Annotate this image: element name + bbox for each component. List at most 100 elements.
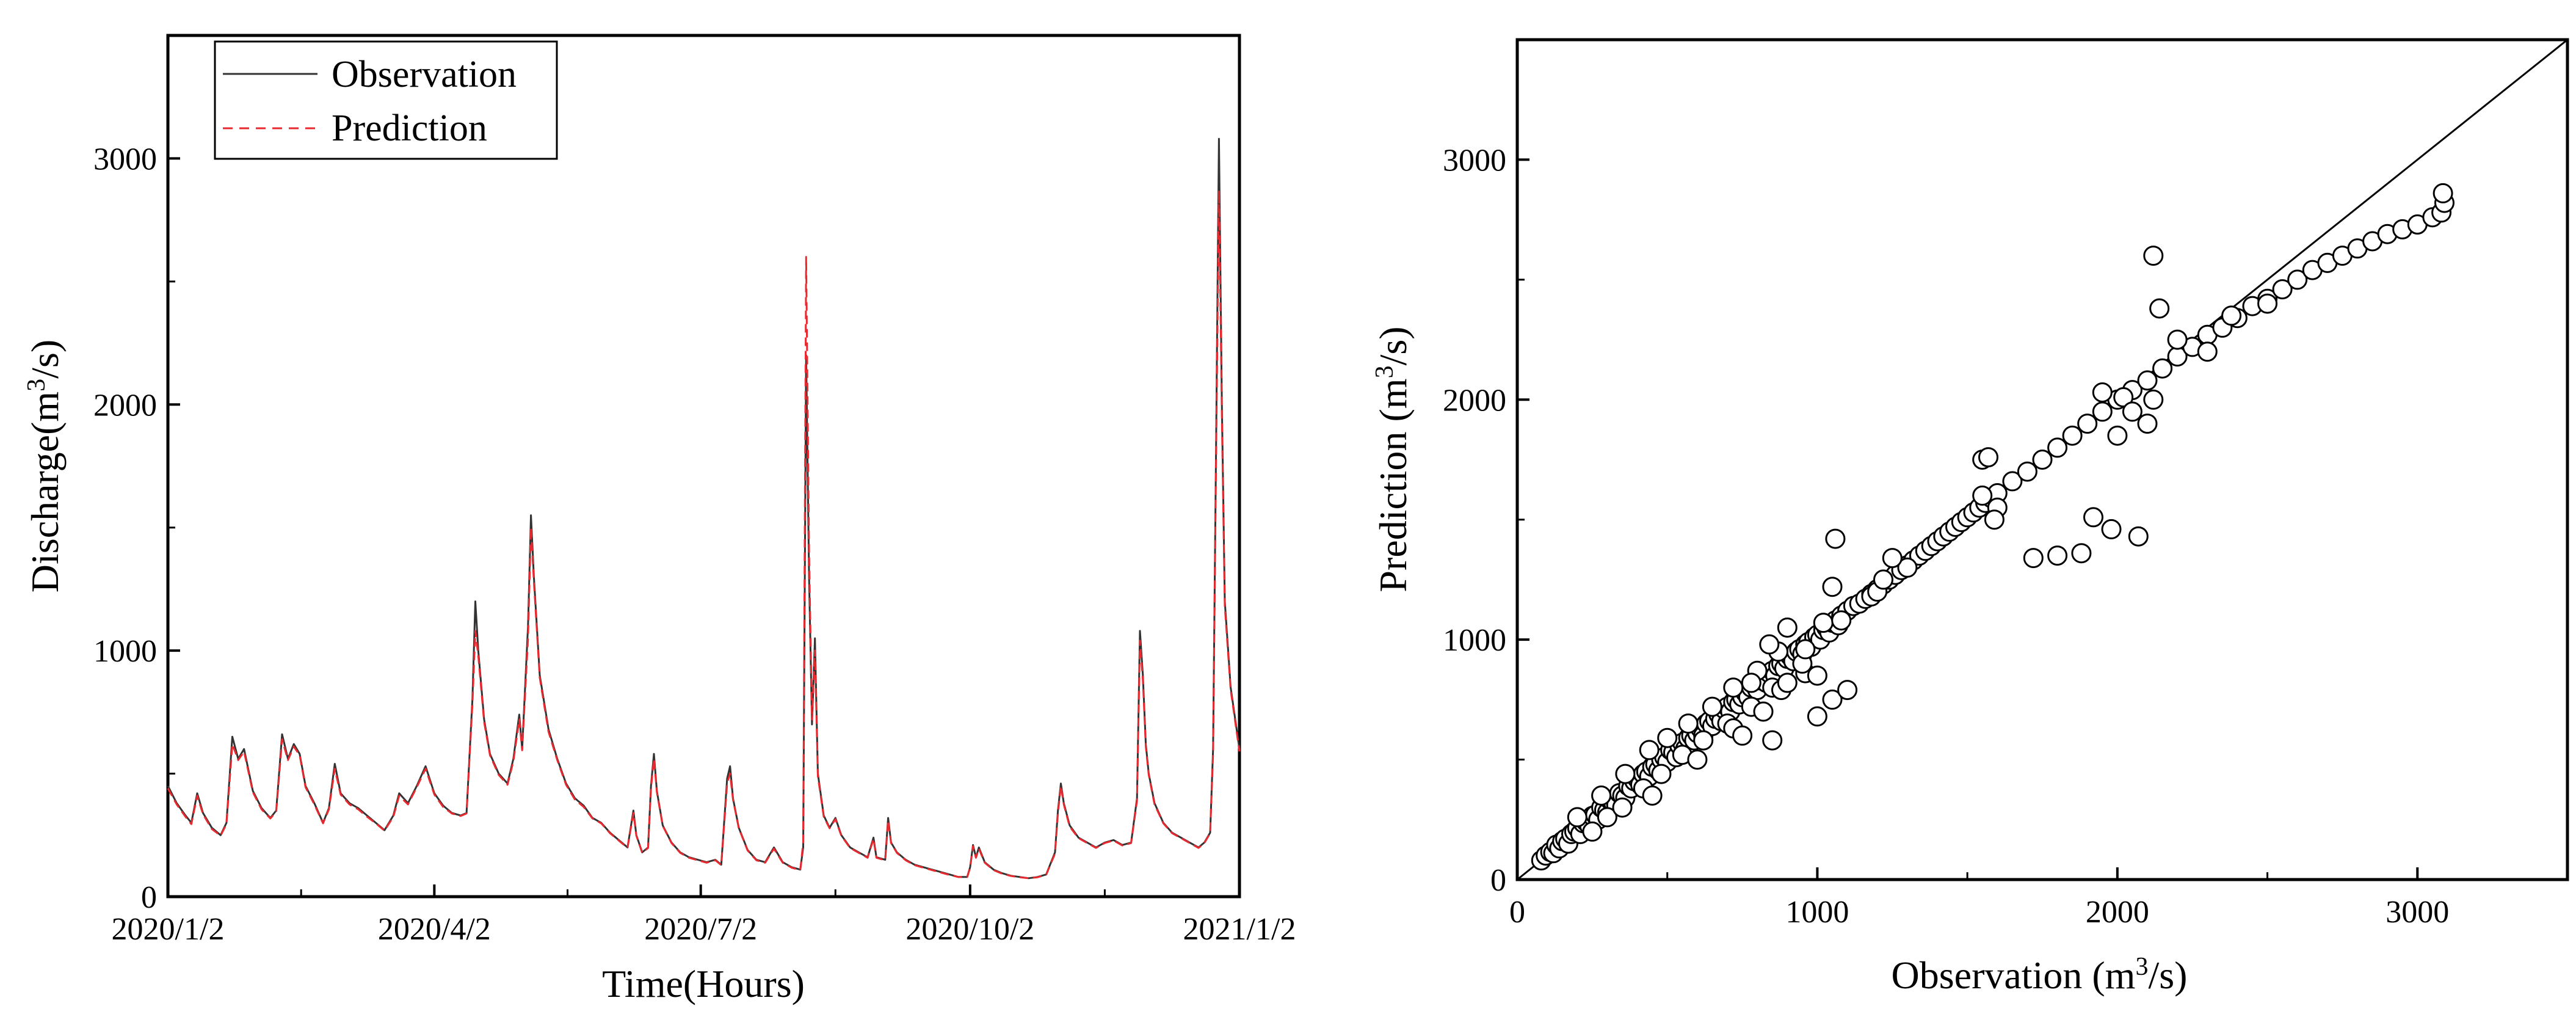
scatter-point	[2167, 329, 2188, 350]
scatter-point	[2197, 341, 2218, 362]
y-tick-label: 0	[141, 880, 157, 915]
hydrograph-panel: 2020/1/2 2020/4/2 2020/7/2 2020/10/2 2021/1/…	[23, 34, 1296, 1005]
scatter-point	[2107, 425, 2128, 446]
y-tick-label: 3000	[93, 142, 157, 177]
x-tick-label: 2000	[2086, 895, 2149, 930]
scatter-panel: 0 1000 2000 3000 0 1000 2000 3000 Observation …	[1371, 38, 2569, 997]
scatter-points	[1531, 183, 2454, 871]
scatter-point	[1825, 528, 1846, 549]
scatter-point	[1702, 696, 1722, 717]
scatter-point	[2032, 450, 2053, 470]
scatter-point	[1693, 730, 1714, 751]
y-tick-label: 1000	[1443, 623, 1506, 658]
hydrograph-x-axis-title: Time(Hours)	[602, 962, 805, 1005]
y-tick-label: 2000	[93, 388, 157, 423]
series-line-prediction	[167, 189, 1241, 880]
y-tick-label: 2000	[1443, 383, 1506, 418]
x-tick-label: 2020/1/2	[112, 912, 225, 947]
scatter-point	[1723, 677, 1744, 698]
hydrograph-y-title-tail: /s)	[23, 340, 67, 379]
scatter-point	[1567, 807, 1587, 828]
scatter-point	[2047, 437, 2068, 458]
scatter-point	[1615, 764, 1636, 784]
hydrograph-plot-frame	[166, 34, 1241, 899]
scatter-point	[1822, 689, 1843, 710]
scatter-point	[1777, 673, 1798, 693]
scatter-y-title-tail: /s)	[1371, 326, 1415, 365]
scatter-point	[1582, 821, 1603, 842]
scatter-point	[1831, 610, 1852, 631]
scatter-point	[2272, 279, 2293, 300]
scatter-point	[2152, 358, 2173, 379]
y-tick-label: 0	[1490, 863, 1506, 898]
scatter-point	[1651, 764, 1672, 784]
hydrograph-x-ticks: 2020/1/2 2020/4/2 2020/7/2 2020/10/2 2021/1/…	[112, 884, 1296, 947]
scatter-point	[2017, 461, 2037, 482]
scatter-point	[1873, 569, 1893, 590]
x-tick-label: 2020/10/2	[905, 912, 1034, 947]
scatter-point	[2062, 425, 2083, 446]
scatter-point	[2092, 382, 2113, 403]
scatter-point	[1813, 613, 1834, 633]
scatter-point	[1984, 509, 2005, 530]
scatter-point	[1777, 618, 1798, 638]
scatter-point	[1882, 548, 1903, 569]
scatter-point	[2092, 401, 2113, 422]
legend: Observation Prediction	[214, 40, 558, 160]
x-tick-label: 2020/4/2	[378, 912, 491, 947]
scatter-point	[1642, 786, 1663, 806]
scatter-point	[2137, 370, 2158, 391]
scatter-point	[1678, 713, 1699, 734]
scatter-x-axis-title: Observation (m3/s)	[1892, 953, 2188, 997]
scatter-point	[1978, 447, 1998, 468]
legend-observation-label: Observation	[332, 54, 517, 95]
scatter-point	[2101, 519, 2122, 539]
scatter-point	[2047, 545, 2068, 566]
scatter-point	[1837, 680, 1858, 701]
scatter-plot-frame	[1515, 38, 2569, 881]
scatter-point	[1741, 673, 1761, 693]
y-tick-label: 1000	[93, 634, 157, 669]
scatter-point	[2143, 389, 2164, 410]
hydrograph-y-ticks: 0 1000 2000 3000	[93, 142, 180, 915]
scatter-point	[1807, 665, 1827, 686]
scatter-point	[1732, 725, 1753, 746]
series-line-observation	[167, 137, 1241, 880]
scatter-point	[2433, 183, 2453, 203]
scatter-point	[2137, 414, 2158, 434]
scatter-point	[2077, 414, 2098, 434]
scatter-point	[2143, 246, 2164, 266]
x-tick-label: 1000	[1785, 895, 1849, 930]
scatter-point	[1657, 727, 1678, 748]
hydrograph-y-title-base: Discharge(m	[23, 392, 67, 592]
scatter-point	[1753, 701, 1774, 722]
scatter-point	[1591, 786, 1612, 806]
scatter-x-title-base: Observation (m	[1892, 953, 2136, 997]
scatter-point	[1897, 557, 1918, 578]
hydrograph-y-title-sup: 3	[23, 379, 51, 392]
scatter-y-ticks: 0 1000 2000 3000	[1443, 143, 1529, 898]
scatter-point	[2002, 471, 2023, 492]
scatter-x-ticks: 0 1000 2000 3000	[1509, 867, 2449, 930]
scatter-point	[1807, 706, 1827, 727]
scatter-point	[1597, 807, 1617, 828]
scatter-point	[2083, 507, 2103, 528]
scatter-y-axis-title: Prediction (m3/s)	[1371, 326, 1415, 592]
scatter-point	[2257, 293, 2278, 314]
scatter-point	[1759, 634, 1780, 655]
scatter-point	[1762, 730, 1783, 751]
scatter-point	[1972, 485, 1993, 506]
scatter-y-title-sup: 3	[1371, 365, 1399, 378]
scatter-point	[2149, 298, 2170, 319]
scatter-point	[2113, 387, 2134, 407]
scatter-point	[1639, 740, 1660, 760]
scatter-point	[1822, 577, 1843, 597]
scatter-point	[1687, 749, 1708, 770]
scatter-point	[2071, 543, 2092, 564]
x-tick-label: 2020/7/2	[644, 912, 757, 947]
scatter-point	[1612, 797, 1633, 818]
scatter-x-title-sup: 3	[2135, 953, 2148, 981]
scatter-point	[2128, 526, 2149, 547]
hydrograph-y-axis-title: Discharge(m3/s)	[23, 340, 67, 592]
